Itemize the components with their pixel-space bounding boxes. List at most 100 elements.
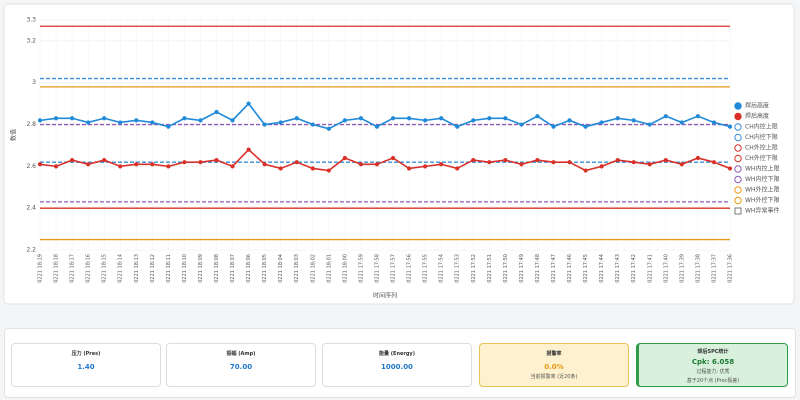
y-tick-label: 3.3 — [26, 17, 36, 24]
point — [118, 164, 123, 169]
x-tick-label: 0221 18:06 — [246, 254, 252, 283]
point — [214, 157, 219, 163]
point — [727, 166, 733, 171]
card-label: 焊后SPC统计 — [697, 349, 729, 355]
point — [535, 114, 540, 119]
point — [390, 116, 396, 121]
x-tick-label: 0221 18:12 — [150, 254, 156, 283]
x-tick-label: 0221 17:43 — [615, 254, 621, 283]
point — [326, 168, 331, 173]
card-label: 报警率 — [546, 351, 562, 357]
legend-label: 焊后高度 — [745, 102, 769, 110]
point — [53, 164, 59, 169]
x-tick-label: 0221 18:08 — [214, 254, 220, 283]
x-tick-label: 0221 18:13 — [134, 254, 140, 283]
point — [278, 166, 283, 171]
point — [86, 162, 91, 167]
legend-swatch — [734, 102, 742, 110]
x-tick-label: 0221 17:51 — [487, 254, 493, 283]
point — [246, 147, 251, 152]
x-tick-label: 0221 17:46 — [567, 254, 573, 283]
point — [310, 166, 315, 171]
point — [615, 116, 620, 121]
point — [679, 162, 684, 167]
legend-label: WH异常事件 — [745, 207, 779, 215]
legend-swatch — [734, 186, 742, 194]
card-value: Cpk: 6.058 — [691, 358, 735, 366]
legend-label: CH外控上限 — [745, 144, 778, 152]
point — [262, 122, 267, 127]
y-axis-title: 数值 — [10, 129, 18, 141]
y-tick-label: 3.2 — [26, 37, 36, 44]
series-line — [39, 102, 731, 130]
point — [695, 155, 701, 161]
x-tick-label: 0221 18:19 — [38, 254, 44, 283]
x-tick-label: 0221 18:16 — [86, 254, 92, 283]
card-note: 当前报警率 (近20条) — [530, 374, 578, 380]
point — [118, 120, 123, 125]
point — [711, 160, 717, 165]
card-value: 1.40 — [77, 363, 95, 371]
point — [310, 122, 315, 127]
point — [567, 118, 572, 123]
card: 振幅 (Amp) 70.00 — [166, 343, 316, 387]
x-tick-label: 0221 17:57 — [391, 254, 397, 283]
point — [551, 124, 556, 129]
x-tick-label: 0221 17:54 — [439, 254, 445, 283]
point — [358, 162, 364, 167]
legend-label: CH外控下限 — [745, 154, 778, 162]
x-tick-label: 0221 18:18 — [54, 254, 60, 283]
legend-swatch — [734, 175, 742, 184]
x-tick-label: 0221 18:00 — [342, 254, 348, 283]
x-tick-label: 0221 17:47 — [551, 254, 557, 283]
legend-swatch — [734, 123, 742, 131]
point — [53, 116, 59, 121]
x-tick-label: 0221 18:01 — [326, 254, 332, 283]
point — [150, 162, 155, 167]
x-tick-label: 0221 17:36 — [728, 254, 734, 283]
point — [631, 160, 636, 165]
point — [519, 162, 524, 167]
card-extra: 基于20个点 (Proc极差) — [686, 378, 740, 384]
legend-swatch — [734, 165, 742, 173]
x-tick-label: 0221 18:15 — [102, 254, 108, 283]
point — [423, 164, 428, 169]
chart-panel — [3, 3, 795, 305]
x-tick-label: 0221 17:37 — [711, 254, 717, 283]
card: 能量 (Energy) 1000.00 — [322, 343, 472, 387]
point — [519, 122, 524, 127]
legend-swatch — [734, 207, 742, 215]
x-tick-label: 0221 17:44 — [599, 254, 605, 283]
card: 压力 (Pres) 1.40 — [11, 343, 161, 387]
x-tick-label: 0221 17:50 — [503, 254, 509, 283]
point — [214, 109, 219, 115]
point — [326, 126, 331, 131]
point — [37, 162, 43, 167]
point — [246, 101, 251, 106]
point — [166, 124, 171, 129]
point — [358, 116, 364, 121]
point — [439, 116, 444, 121]
card-value: 1000.00 — [381, 363, 413, 371]
legend-swatch — [734, 133, 742, 142]
x-tick-label: 0221 18:14 — [118, 254, 124, 283]
point — [423, 118, 428, 123]
legend-label: WH外控下限 — [745, 196, 779, 204]
point — [166, 164, 171, 169]
legend-label: CH内控上限 — [745, 123, 778, 131]
x-tick-label: 0221 17:58 — [374, 254, 380, 283]
point — [663, 157, 668, 163]
card-value: 0.0% — [544, 363, 564, 371]
x-tick-label: 0221 17:40 — [663, 254, 669, 283]
y-tick-label: 2.4 — [26, 205, 36, 212]
point — [294, 160, 299, 165]
legend-label: CH内控下限 — [745, 133, 778, 141]
point — [471, 118, 476, 123]
point — [406, 116, 412, 121]
x-tick-label: 0221 18:09 — [198, 254, 204, 283]
point — [455, 124, 460, 129]
x-tick-label: 0221 18:04 — [278, 254, 284, 283]
legend-swatch — [734, 196, 742, 205]
card-note: 过程能力: 优秀 — [696, 369, 730, 375]
stats-panel: 压力 (Pres) 1.40 振幅 (Amp) 70.00 能量 (Energy) 1… — [4, 328, 796, 398]
